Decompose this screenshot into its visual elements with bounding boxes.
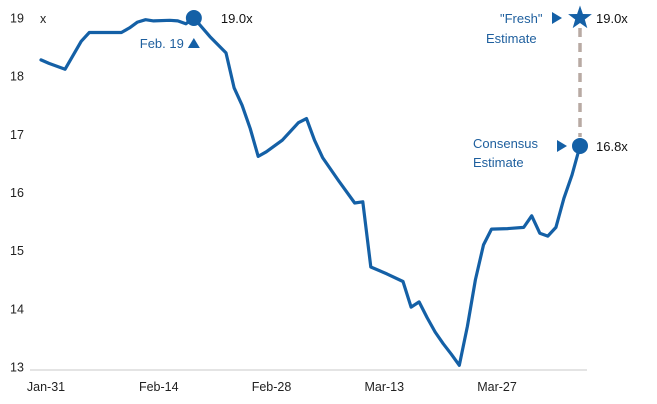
fresh-star-marker bbox=[568, 5, 592, 29]
fresh-arrow bbox=[552, 12, 562, 24]
y-tick-label: 15 bbox=[10, 244, 24, 258]
pe-ratio-series-line bbox=[39, 16, 582, 367]
y-tick-label: 18 bbox=[10, 70, 24, 84]
x-axis-ticks: Jan-31 Feb-14 Feb-28 Mar-13 Mar-27 bbox=[27, 380, 517, 394]
y-tick-label: 14 bbox=[10, 302, 24, 316]
peak-date-label: Feb. 19 bbox=[140, 36, 184, 51]
consensus-value-label: 16.8x bbox=[596, 139, 628, 154]
peak-value-label: 19.0x bbox=[221, 11, 253, 26]
consensus-marker bbox=[572, 137, 588, 154]
consensus-arrow bbox=[557, 139, 567, 152]
y-axis-ticks: 13 14 15 16 17 18 19 bbox=[10, 12, 24, 375]
y-tick-label: 17 bbox=[10, 128, 24, 142]
annotations: 19.0x Feb. 19 16.8x Consensus Estimate 19.0x "… bbox=[140, 5, 628, 170]
peak-up-triangle bbox=[187, 38, 200, 48]
y-tick-label: 16 bbox=[10, 186, 24, 200]
x-tick-label: Jan-31 bbox=[27, 380, 65, 394]
x-tick-label: Feb-28 bbox=[252, 380, 292, 394]
fresh-value-label: 19.0x bbox=[596, 11, 628, 26]
consensus-label-line: Estimate bbox=[473, 155, 524, 170]
x-tick-label: Mar-13 bbox=[364, 380, 404, 394]
peak-marker bbox=[185, 10, 202, 26]
y-axis-unit-label: x bbox=[40, 12, 47, 26]
consensus-label-line: Consensus bbox=[473, 136, 539, 151]
x-tick-label: Feb-14 bbox=[139, 380, 179, 394]
y-tick-label: 19 bbox=[10, 12, 24, 26]
fresh-label-line: Estimate bbox=[486, 31, 537, 46]
y-tick-label: 13 bbox=[10, 361, 24, 375]
fresh-label-line: "Fresh" bbox=[500, 11, 543, 26]
x-tick-label: Mar-27 bbox=[477, 380, 517, 394]
